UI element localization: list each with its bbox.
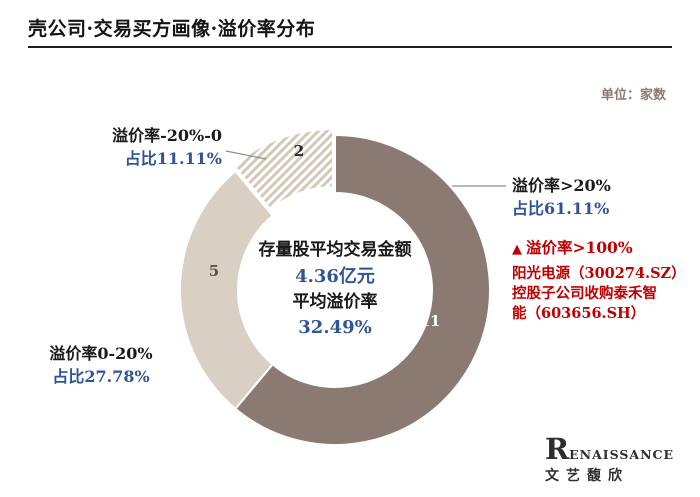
callout-label: 溢价率0-20%	[49, 344, 153, 363]
page-title: 壳公司·交易买方画像·溢价率分布	[28, 18, 316, 40]
triangle-marker-icon: ▲	[512, 242, 522, 257]
slice-count-gt-20: 11	[419, 312, 441, 330]
callout-premium-gt-20: 溢价率>20% 占比61.11%	[512, 174, 682, 220]
unit-label: 单位：家数	[600, 88, 666, 103]
donut-segment-premium-0-20	[179, 169, 275, 411]
callout-premium-neg20-0: 溢价率-20%-0 占比11.11%	[50, 124, 222, 170]
annotation-premium-gt-100: ▲ 溢价率>100% 阳光电源（300274.SZ） 控股子公司收购泰禾智 能（6…	[512, 236, 690, 324]
donut-segment-premium-gt-20	[233, 133, 491, 446]
brand-logo-name: ENAISSANCE	[569, 446, 674, 462]
center-rate-value: 32.49%	[298, 317, 372, 339]
annotation-line: 能（603656.SH）	[512, 305, 646, 322]
annotation-line: 阳光电源（300274.SZ）	[512, 265, 686, 282]
donut-segment-premium-neg20-0	[231, 127, 334, 212]
annotation-title: 溢价率>100%	[526, 238, 633, 257]
center-rate-label: 平均溢价率	[292, 291, 378, 312]
callout-label: 溢价率>20%	[512, 176, 611, 195]
annotation-line: 控股子公司收购泰禾智	[512, 285, 657, 302]
callout-label: 溢价率-20%-0	[112, 126, 222, 145]
brand-logo-wordmark: R ENAISSANCE	[545, 431, 674, 466]
slice-count-neg20-0: 2	[293, 142, 305, 160]
center-amount-label: 存量股平均交易金额	[258, 240, 412, 260]
callout-share: 占比61.11%	[512, 199, 610, 219]
brand-logo-initial: R	[545, 431, 570, 466]
callout-premium-0-20: 溢价率0-20% 占比27.78%	[22, 342, 180, 388]
brand-logo-chinese-name: 文艺馥欣	[545, 468, 629, 484]
callout-share: 占比11.11%	[124, 149, 222, 169]
callout-share: 占比27.78%	[52, 367, 150, 387]
center-amount-value: 4.36亿元	[295, 265, 375, 287]
brand-logo: R ENAISSANCE 文艺馥欣	[545, 431, 674, 485]
slice-count-0-20: 5	[208, 262, 220, 280]
title-divider	[28, 46, 672, 48]
donut-center-text: 存量股平均交易金额 4.36亿元 平均溢价率 32.49%	[230, 238, 440, 341]
leader-line-topleft	[225, 150, 267, 160]
